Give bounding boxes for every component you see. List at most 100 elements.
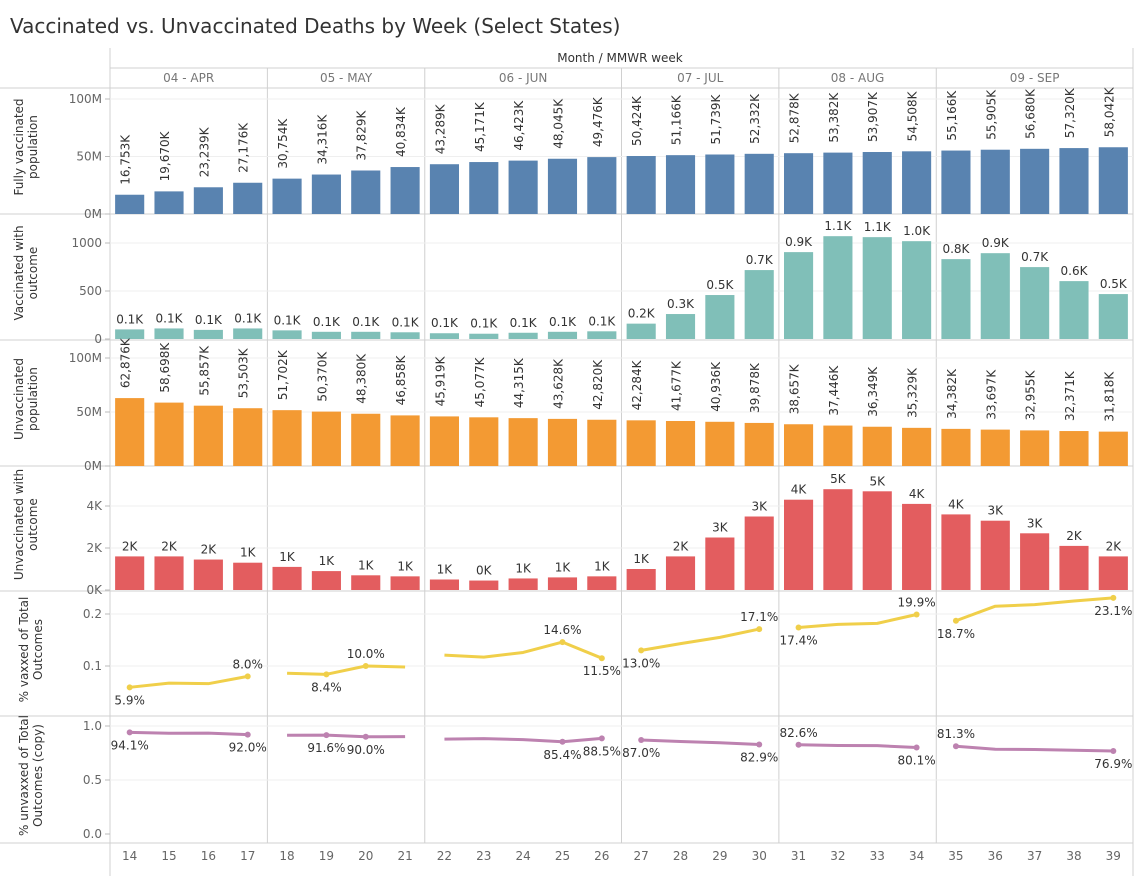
data-label: 39,878K (748, 362, 762, 413)
data-point (913, 611, 920, 618)
data-label: 1K (555, 560, 572, 574)
data-label: 41,677K (670, 360, 684, 411)
bar (705, 154, 735, 214)
data-label: 27,176K (237, 122, 251, 173)
bar (941, 259, 971, 339)
data-label: 0.1K (470, 317, 498, 331)
data-label: 0.1K (274, 313, 302, 327)
data-label: 1K (279, 550, 296, 564)
row-title: outcome (26, 247, 40, 300)
week-label: 39 (1106, 849, 1121, 863)
bar (902, 241, 932, 339)
bar (390, 167, 420, 214)
bar (980, 149, 1010, 214)
bar (665, 155, 696, 214)
bar (351, 331, 381, 339)
row-title: Unvaccinated (12, 358, 26, 440)
data-label: 51,166K (670, 94, 684, 145)
week-label: 32 (830, 849, 845, 863)
week-label: 24 (515, 849, 530, 863)
bar (823, 425, 853, 466)
bar (115, 398, 145, 466)
data-label: 19.9% (898, 596, 936, 610)
row-title: % vaxxed of Total (17, 597, 31, 703)
bar (115, 329, 145, 339)
data-point (952, 617, 959, 624)
data-label: 0.1K (392, 315, 420, 329)
data-label: 30,754K (276, 118, 290, 169)
tick-label: 0.1 (83, 659, 102, 673)
data-label: 23,239K (197, 126, 211, 177)
marks (115, 147, 1128, 754)
data-point (598, 735, 605, 742)
data-label: 55,857K (197, 345, 211, 396)
data-label: 0.1K (549, 315, 577, 329)
chart-title: Vaccinated vs. Unvaccinated Deaths by We… (10, 14, 620, 38)
row-title: Fully vaccinated (12, 98, 26, 195)
bar (862, 491, 892, 590)
data-label: 3K (1027, 516, 1044, 530)
week-label: 35 (948, 849, 963, 863)
week-label: 36 (988, 849, 1003, 863)
week-label: 29 (712, 849, 727, 863)
bar (547, 331, 578, 339)
bar (115, 194, 145, 214)
data-label: 11.5% (583, 664, 621, 678)
tick-label: 1000 (71, 236, 102, 250)
bar (390, 332, 420, 339)
bar (1059, 545, 1089, 590)
data-label: 0K (476, 564, 493, 578)
bar (193, 187, 223, 214)
data-label: 58,042K (1102, 86, 1116, 137)
month-header: 06 - JUN (499, 71, 548, 85)
bar (547, 418, 578, 466)
data-label: 50,370K (315, 351, 329, 402)
data-label: 46,423K (512, 100, 526, 151)
bar (429, 416, 460, 466)
bar (941, 150, 971, 214)
data-label: 52,878K (788, 92, 802, 143)
data-label: 48,380K (355, 353, 369, 404)
week-label: 14 (122, 849, 137, 863)
bar (626, 569, 656, 590)
week-label: 34 (909, 849, 924, 863)
tick-label: 2K (86, 541, 103, 555)
bar (272, 330, 302, 339)
week-label: 22 (437, 849, 452, 863)
row-title: Outcomes (31, 619, 45, 680)
data-label: 34,382K (945, 368, 959, 419)
data-label: 1K (515, 561, 532, 575)
bar (390, 415, 420, 466)
data-label: 0.1K (588, 314, 616, 328)
bar (272, 410, 302, 466)
month-header: 05 - MAY (320, 71, 373, 85)
bar (665, 556, 696, 590)
bar (1020, 267, 1050, 339)
data-label: 43,289K (433, 103, 447, 154)
data-label: 85.4% (543, 748, 581, 762)
data-label: 49,476K (591, 96, 605, 147)
bar (351, 170, 381, 214)
data-point (244, 731, 251, 738)
week-label: 21 (397, 849, 412, 863)
bar (351, 575, 381, 590)
bar (980, 520, 1010, 590)
data-label: 53,503K (237, 347, 251, 398)
series-line (287, 664, 406, 676)
bar (272, 566, 302, 590)
data-label: 23.1% (1094, 604, 1132, 618)
bar (902, 427, 932, 466)
week-label: 23 (476, 849, 491, 863)
data-point (598, 655, 605, 662)
bar (902, 503, 932, 590)
row-title: Unvaccinated with (12, 469, 26, 580)
data-label: 57,320K (1063, 87, 1077, 138)
bar (705, 295, 735, 339)
tick-label: 4K (86, 499, 103, 513)
data-label: 1K (594, 559, 611, 573)
bar (587, 419, 617, 466)
data-label: 46,858K (394, 354, 408, 405)
bar (154, 191, 184, 214)
week-label: 33 (870, 849, 885, 863)
